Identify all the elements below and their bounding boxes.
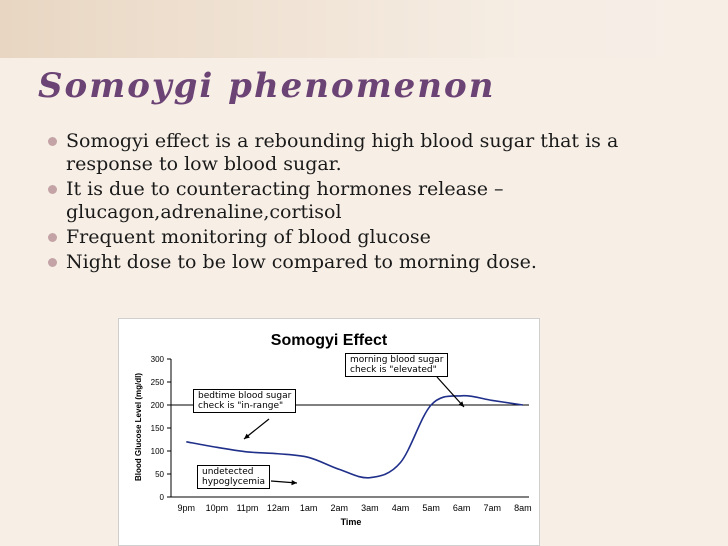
x-tick-label: 8am xyxy=(514,503,532,513)
bullet-icon xyxy=(48,137,57,146)
x-axis-label: Time xyxy=(341,517,362,527)
x-tick-label: 9pm xyxy=(178,503,196,513)
bullet-item: Somogyi effect is a rebounding high bloo… xyxy=(48,130,688,176)
bullet-list: Somogyi effect is a rebounding high bloo… xyxy=(48,130,688,276)
arrow-bedtime-head xyxy=(244,433,250,439)
x-tick-label: 6am xyxy=(453,503,471,513)
bullet-icon xyxy=(48,233,57,242)
x-tick-label: 5am xyxy=(422,503,440,513)
bullet-item: Night dose to be low compared to morning… xyxy=(48,251,688,274)
y-tick-label: 200 xyxy=(151,401,165,410)
x-tick-label: 3am xyxy=(361,503,379,513)
bullet-text: It is due to counteracting hormones rele… xyxy=(66,178,504,223)
y-tick-label: 250 xyxy=(151,378,165,387)
arrow-hypoglycemia-head xyxy=(291,479,297,486)
x-tick-label: 11pm xyxy=(237,503,259,513)
callout-hypoglycemia: undetected hypoglycemia xyxy=(197,465,271,489)
x-tick-label: 2am xyxy=(331,503,349,513)
bullet-text: Somogyi effect is a rebounding high bloo… xyxy=(66,130,619,175)
bullet-item: Frequent monitoring of blood glucose xyxy=(48,226,688,249)
x-tick-label: 12am xyxy=(267,503,290,513)
glucose-line xyxy=(186,394,523,479)
y-tick-label: 150 xyxy=(151,424,165,433)
y-tick-label: 50 xyxy=(155,470,164,479)
x-tick-label: 7am xyxy=(484,503,502,513)
y-axis-label: Blood Glucose Level (mg/dl) xyxy=(134,373,143,481)
bullet-icon xyxy=(48,185,57,194)
bullet-item: It is due to counteracting hormones rele… xyxy=(48,178,688,224)
somogyi-chart: Somogyi Effect Blood Glucose Level (mg/d… xyxy=(118,318,540,546)
x-tick-label: 1am xyxy=(300,503,318,513)
arrow-morning-head xyxy=(458,401,464,407)
slide-title: Somoygi phenomenon xyxy=(38,66,496,106)
chart-title: Somogyi Effect xyxy=(271,332,388,349)
bullet-text: Night dose to be low compared to morning… xyxy=(66,251,537,273)
y-tick-label: 300 xyxy=(151,355,165,364)
x-tick-label: 4am xyxy=(392,503,410,513)
arrow-morning xyxy=(436,376,465,408)
y-tick-label: 100 xyxy=(151,447,165,456)
y-tick-label: 0 xyxy=(160,493,165,502)
callout-morning: morning blood sugar check is "elevated" xyxy=(345,353,449,377)
title-banner xyxy=(0,0,728,58)
chart-canvas: Somogyi Effect Blood Glucose Level (mg/d… xyxy=(134,332,532,527)
bullet-text: Frequent monitoring of blood glucose xyxy=(66,226,431,248)
callout-bedtime: bedtime blood sugar check is "in-range" xyxy=(193,389,297,413)
bullet-icon xyxy=(48,258,57,267)
x-tick-label: 10pm xyxy=(206,503,229,513)
